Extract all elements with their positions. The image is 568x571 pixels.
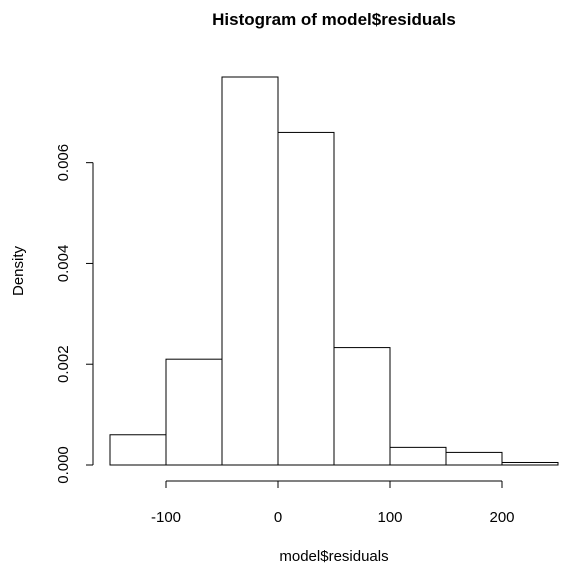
histogram-bar xyxy=(165,358,223,466)
y-tick-label: 0.002 xyxy=(55,345,72,383)
x-axis: -100 0 100 200 xyxy=(151,480,515,526)
x-axis-label: model$residuals xyxy=(279,548,388,565)
x-tick-label: 200 xyxy=(489,509,514,526)
histogram-bar xyxy=(389,446,447,466)
y-tick-label: 0.004 xyxy=(55,245,72,283)
x-tick-label: -100 xyxy=(151,509,181,526)
chart-title: Histogram of model$residuals xyxy=(212,10,456,29)
histogram-bar xyxy=(501,461,559,466)
histogram-bar xyxy=(445,451,503,466)
histogram-bar xyxy=(221,76,279,466)
x-tick-label: 100 xyxy=(377,509,402,526)
y-axis: 0.000 0.002 0.004 0.006 xyxy=(55,144,94,484)
y-tick-label: 0.000 xyxy=(55,446,72,484)
y-tick-label: 0.006 xyxy=(55,144,72,182)
histogram-bar xyxy=(277,131,335,466)
histogram-bar xyxy=(333,347,391,466)
x-tick-label: 0 xyxy=(274,509,282,526)
histogram-bar xyxy=(109,434,167,466)
y-axis-label: Density xyxy=(10,245,27,296)
histogram-bars xyxy=(109,76,559,466)
